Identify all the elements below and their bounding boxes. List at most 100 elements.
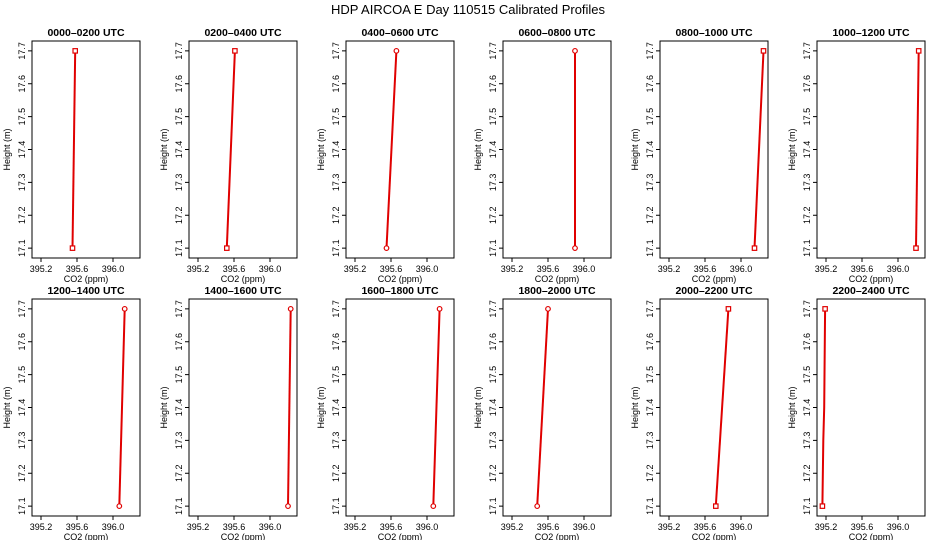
y-axis-label: Height (m)	[787, 128, 797, 170]
panel-title: 1000–1200 UTC	[832, 27, 909, 39]
x-axis-label: CO2 (ppm)	[378, 532, 423, 540]
x-axis-label: CO2 (ppm)	[64, 274, 109, 284]
y-axis-label: Height (m)	[630, 386, 640, 428]
y-tick-label: 17.6	[331, 75, 341, 93]
x-tick-label: 396.0	[730, 264, 753, 274]
data-point	[436, 305, 443, 312]
chart-grid: 0000–0200 UTC 395.2 395.6 396.0 17.1 17.2 17.3…	[2, 27, 926, 540]
data-point	[913, 245, 919, 251]
y-tick-label: 17.7	[802, 42, 812, 60]
y-tick-label: 17.5	[802, 366, 812, 384]
plot-frame	[816, 40, 926, 259]
x-tick-label: 395.6	[66, 264, 89, 274]
y-tick-label: 17.7	[645, 42, 655, 60]
y-axis-label: Height (m)	[2, 386, 12, 428]
y-axis-label: Height (m)	[787, 386, 797, 428]
data-point	[915, 48, 922, 54]
data-point	[822, 306, 828, 312]
y-tick-label: 17.3	[488, 174, 498, 192]
plot-frame	[345, 298, 455, 517]
y-tick-label: 17.2	[17, 464, 27, 482]
series-line	[821, 308, 827, 507]
series-line	[753, 50, 765, 249]
plot-frame	[502, 40, 612, 259]
chart-panel: 0600–0800 UTC 395.2 395.6 396.0 17.1 17.2 17.3…	[473, 27, 612, 284]
data-point	[430, 503, 437, 510]
x-tick-label: 395.6	[851, 264, 874, 274]
y-tick-label: 17.4	[802, 141, 812, 159]
panel-title: 0200–0400 UTC	[204, 27, 281, 39]
y-axis-label: Height (m)	[316, 386, 326, 428]
x-axis-label: CO2 (ppm)	[849, 532, 894, 540]
data-point	[760, 48, 767, 54]
data-point	[116, 503, 123, 510]
y-axis-label: Height (m)	[159, 386, 169, 428]
x-axis-label: CO2 (ppm)	[849, 274, 894, 284]
series-line	[118, 308, 126, 507]
y-tick-label: 17.5	[802, 108, 812, 126]
x-tick-label: 395.6	[694, 264, 717, 274]
panel-title: 0600–0800 UTC	[518, 27, 595, 39]
y-tick-label: 17.1	[488, 239, 498, 257]
x-tick-label: 396.0	[259, 264, 282, 274]
panel-title: 1800–2000 UTC	[518, 285, 595, 297]
x-tick-label: 396.0	[259, 522, 282, 532]
y-tick-label: 17.4	[331, 399, 341, 417]
x-axis-label: CO2 (ppm)	[64, 532, 109, 540]
y-tick-label: 17.1	[488, 497, 498, 515]
x-tick-label: 396.0	[887, 522, 910, 532]
chart-panel: 1600–1800 UTC 395.2 395.6 396.0 17.1 17.2 17.3…	[316, 285, 455, 540]
x-tick-label: 395.2	[658, 264, 681, 274]
series-line	[915, 50, 920, 249]
y-tick-label: 17.2	[645, 206, 655, 224]
data-point	[287, 305, 294, 312]
y-tick-label: 17.6	[488, 75, 498, 93]
y-tick-label: 17.1	[331, 239, 341, 257]
x-tick-label: 395.2	[187, 522, 210, 532]
y-axis-label: Height (m)	[630, 128, 640, 170]
y-tick-label: 17.5	[17, 366, 27, 384]
x-tick-label: 395.2	[344, 264, 367, 274]
y-tick-label: 17.7	[488, 300, 498, 318]
y-tick-label: 17.2	[331, 206, 341, 224]
data-point	[69, 245, 76, 251]
data-point	[572, 245, 578, 252]
y-tick-label: 17.1	[17, 239, 27, 257]
plot-frame	[502, 298, 612, 517]
y-tick-label: 17.2	[488, 464, 498, 482]
x-tick-label: 395.2	[187, 264, 210, 274]
x-tick-label: 395.2	[815, 522, 838, 532]
y-tick-label: 17.5	[488, 366, 498, 384]
data-point	[572, 47, 578, 54]
chart-panel: 1400–1600 UTC 395.2 395.6 396.0 17.1 17.2 17.3…	[159, 285, 298, 540]
x-tick-label: 395.2	[501, 264, 524, 274]
plot-frame	[659, 298, 769, 517]
panel-title: 0800–1000 UTC	[675, 27, 752, 39]
x-tick-label: 395.6	[851, 522, 874, 532]
x-tick-label: 395.6	[223, 522, 246, 532]
x-tick-label: 395.6	[66, 522, 89, 532]
y-tick-label: 17.6	[331, 333, 341, 351]
data-point	[285, 503, 291, 510]
x-axis-label: CO2 (ppm)	[692, 532, 737, 540]
y-tick-label: 17.1	[645, 497, 655, 515]
y-tick-label: 17.1	[645, 239, 655, 257]
y-tick-label: 17.4	[645, 399, 655, 417]
y-tick-label: 17.4	[174, 141, 184, 159]
y-tick-label: 17.6	[645, 75, 655, 93]
y-tick-label: 17.4	[802, 399, 812, 417]
y-tick-label: 17.2	[488, 206, 498, 224]
x-tick-label: 396.0	[416, 522, 439, 532]
plot-frame	[188, 298, 298, 517]
y-tick-label: 17.2	[17, 206, 27, 224]
y-tick-label: 17.4	[331, 141, 341, 159]
data-point	[393, 47, 400, 54]
y-tick-label: 17.5	[331, 366, 341, 384]
y-tick-label: 17.3	[802, 174, 812, 192]
y-tick-label: 17.3	[17, 432, 27, 450]
chart-panel: 0200–0400 UTC 395.2 395.6 396.0 17.1 17.2 17.3…	[159, 27, 298, 284]
x-tick-label: 395.6	[537, 522, 560, 532]
x-axis-label: CO2 (ppm)	[378, 274, 423, 284]
y-tick-label: 17.5	[645, 108, 655, 126]
y-tick-label: 17.2	[802, 464, 812, 482]
